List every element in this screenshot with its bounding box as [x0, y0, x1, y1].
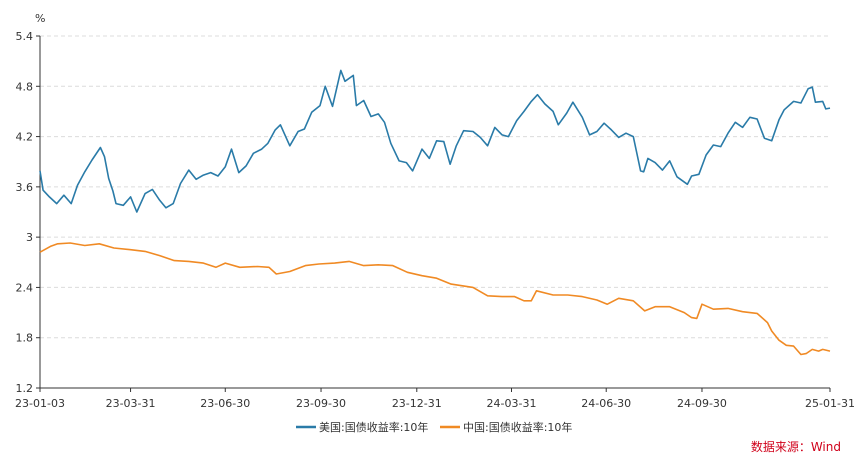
x-tick-label: 23-03-31: [106, 397, 156, 410]
source-label: 数据来源：Wind: [751, 439, 841, 454]
legend-label: 美国:国债收益率:10年: [319, 420, 428, 434]
y-tick-label: 3: [26, 231, 33, 244]
x-tick-label: 23-09-30: [296, 397, 346, 410]
x-tick-label: 23-06-30: [200, 397, 250, 410]
grid-lines: [40, 35, 830, 339]
x-tick-label: 23-01-03: [15, 397, 65, 410]
series-line-cn-10y: [39, 242, 831, 356]
x-tick-label: 25-01-31: [805, 397, 855, 410]
y-tick-label: 2.4: [16, 281, 34, 294]
x-tick-label: 24-06-30: [581, 397, 631, 410]
y-tick-label: 3.6: [16, 181, 34, 194]
series-lines: [39, 69, 831, 356]
axes: 1.2 1.8 2.4 3 3.6 4.2 4.8 5.4 23-01-03 23-03-31 23…: [15, 30, 855, 410]
legend-label: 中国:国债收益率:10年: [463, 420, 572, 434]
y-unit-label: %: [35, 12, 45, 25]
y-tick-label: 1.8: [16, 332, 34, 345]
y-tick-label: 5.4: [16, 30, 34, 43]
y-tick-label: 4.8: [16, 80, 34, 93]
x-tick-label: 24-09-30: [677, 397, 727, 410]
y-tick-label: 4.2: [16, 131, 34, 144]
x-tick-label: 24-03-31: [487, 397, 537, 410]
series-line-us-10y: [39, 69, 831, 213]
x-tick-label: 23-12-31: [392, 397, 442, 410]
y-tick-label: 1.2: [16, 382, 34, 395]
legend: 美国:国债收益率:10年 中国:国债收益率:10年: [296, 420, 572, 434]
